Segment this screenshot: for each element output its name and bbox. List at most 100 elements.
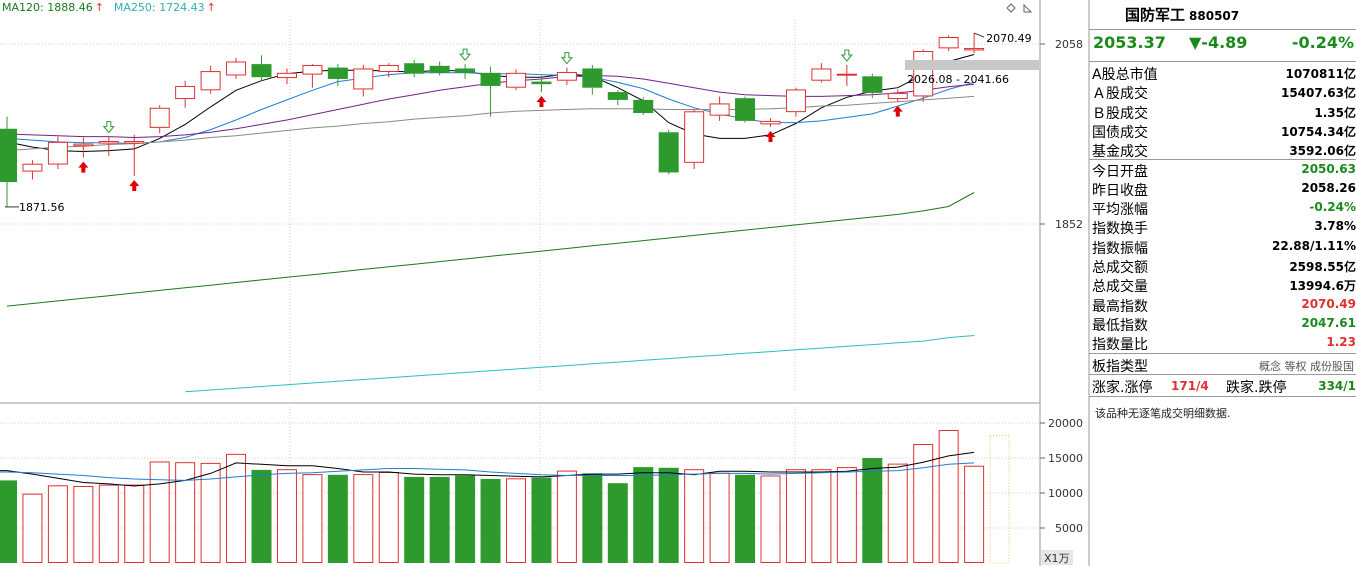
volume-bar[interactable] [480,479,501,563]
volume-bar[interactable] [811,469,832,564]
candle[interactable] [480,66,501,117]
volume-bar[interactable] [429,476,450,563]
candle[interactable] [760,118,781,128]
candle[interactable] [124,134,145,176]
candle[interactable] [938,35,959,51]
stat-value: 15407.63亿 [1280,86,1356,101]
volume-bar[interactable] [200,462,221,563]
candle[interactable] [149,105,170,134]
volume-bar[interactable] [964,465,985,564]
volume-bar[interactable] [149,461,170,563]
candle[interactable] [964,33,985,54]
candle-body [98,140,119,144]
candle[interactable] [887,89,908,102]
candle[interactable] [785,87,806,117]
volume-bar[interactable] [302,474,323,564]
stat-value: 22.88/1.11% [1272,238,1356,253]
volume-bar[interactable] [327,474,348,563]
volume-bar[interactable] [22,493,43,564]
candle[interactable] [404,59,425,78]
volume-bar[interactable] [607,483,628,563]
candle[interactable] [429,61,450,76]
volume-bar[interactable] [938,430,959,563]
volume-bar[interactable] [98,484,119,564]
candle-body [684,111,705,163]
candle[interactable] [47,136,68,169]
volume-bar[interactable] [785,469,806,564]
stat-value: 1070811亿 [1285,67,1356,81]
candle[interactable] [22,160,43,180]
candle[interactable] [455,64,476,79]
volume-bar[interactable] [862,458,883,563]
volume-bar[interactable] [760,475,781,563]
projected-volume-box [989,435,1010,564]
candle[interactable] [811,63,832,83]
volume-bar[interactable] [684,469,705,564]
volume-bar[interactable] [556,470,577,564]
candle-body [404,63,425,74]
volume-bar[interactable] [735,474,756,563]
candle[interactable] [582,64,603,95]
stat-label: 今日开盘 [1092,163,1148,180]
volume-bar[interactable] [913,444,934,563]
candle[interactable] [73,137,94,158]
expand-icon[interactable] [1023,3,1033,13]
low-label: 1871.56 [19,201,65,214]
quote-panel: 国防军工 880507 2053.37 ▼-4.89 -0.24% A股总市值 10… [1089,0,1356,566]
volume-bar[interactable] [404,476,425,563]
diamond-icon[interactable] [1006,3,1016,13]
candle[interactable] [556,67,577,86]
candle[interactable] [378,63,399,78]
candle[interactable] [735,96,756,123]
candle[interactable] [658,129,679,175]
volume-bar[interactable] [124,484,145,564]
volume-bar[interactable] [506,478,526,563]
volume-bar[interactable] [709,472,730,564]
candle[interactable] [607,90,628,106]
volume-bar[interactable] [353,474,374,564]
candle[interactable] [327,64,348,86]
volume-bar[interactable] [276,469,297,564]
volume-bar[interactable] [582,473,603,563]
stat-value: 3592.06亿 [1289,144,1356,159]
candle[interactable] [506,69,526,91]
candle[interactable] [200,65,221,94]
stat-label: 基金成交 [1092,144,1148,161]
candle[interactable] [302,64,323,88]
candle[interactable] [0,116,17,207]
volume-bar[interactable] [887,463,908,564]
stat-value: 1.35亿 [1314,105,1356,120]
volume-bar[interactable] [73,486,94,563]
volume-bar[interactable] [658,467,679,563]
sell-signal-down-arrow-icon [560,52,573,65]
volume-bar[interactable] [226,453,247,563]
candle[interactable] [709,96,730,121]
price-tick-label: 1852 [1055,218,1083,231]
volume-bar[interactable] [531,477,552,563]
candle-body [226,61,247,76]
candle[interactable] [226,57,247,79]
candle[interactable] [836,64,857,86]
volume-bar[interactable] [175,462,196,564]
candle[interactable] [531,75,552,93]
candle[interactable] [98,136,119,156]
volume-bar[interactable] [251,469,272,563]
volume-bar[interactable] [455,475,476,564]
candle[interactable] [633,97,654,115]
price-axis: 2058 1852 [1040,38,1083,231]
candle[interactable] [353,64,374,97]
index-class-row: 板指类型 概念 等权 成份股国 [1089,355,1356,375]
candle-body [582,68,603,88]
volume-bar[interactable] [836,467,857,564]
volume-bar[interactable] [47,485,68,563]
candle-body [785,89,806,113]
candle[interactable] [684,109,705,169]
candle[interactable] [175,80,196,108]
volume-bar[interactable] [378,472,399,563]
candle[interactable] [862,73,883,99]
volume-bar[interactable] [633,467,654,563]
candle[interactable] [251,55,272,81]
candle[interactable] [276,68,297,85]
volume-bar[interactable] [0,480,17,563]
